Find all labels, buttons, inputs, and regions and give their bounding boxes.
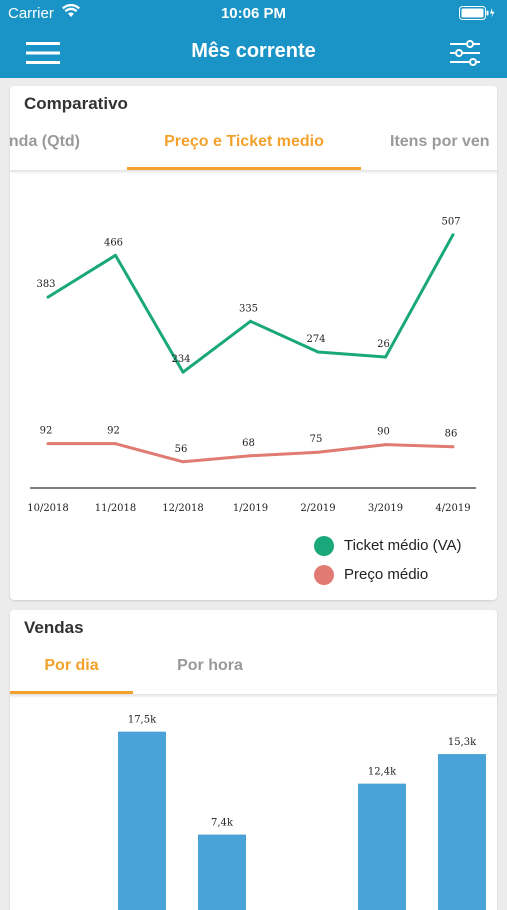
bar bbox=[118, 731, 166, 910]
tab-label: enda (Qtd) bbox=[10, 133, 80, 150]
filter-sliders-icon[interactable] bbox=[449, 37, 481, 69]
data-label: 75 bbox=[310, 434, 323, 445]
legend-label: Preço médio bbox=[344, 566, 429, 583]
data-point bbox=[384, 355, 387, 359]
data-point bbox=[249, 319, 252, 323]
comparativo-card: Comparativo enda (Qtd) Preço e Ticket me… bbox=[10, 86, 497, 600]
bar-value-label: 7,4k bbox=[211, 818, 234, 829]
bar-value-label: 12,4k bbox=[368, 767, 397, 778]
x-tick-label: 1/2019 bbox=[233, 503, 268, 514]
bar-value-label: 17,5k bbox=[128, 715, 157, 726]
x-tick-label: 4/2019 bbox=[435, 503, 470, 514]
comparativo-title: Comparativo bbox=[24, 94, 128, 113]
data-point bbox=[316, 450, 320, 454]
bar-chart: 17,5k 7,4k 12,4k 15,3k bbox=[118, 715, 486, 910]
tab-itens-por-venda[interactable]: Itens por ven bbox=[390, 122, 497, 170]
x-tick-label: 3/2019 bbox=[368, 503, 403, 514]
tab-por-dia[interactable]: Por dia bbox=[10, 646, 133, 694]
wifi-icon bbox=[62, 3, 80, 22]
tab-label: Por hora bbox=[177, 657, 243, 674]
data-label: 335 bbox=[239, 303, 258, 314]
nav-bar: Mês corrente bbox=[0, 28, 507, 78]
data-point bbox=[249, 454, 252, 458]
tabs-divider bbox=[10, 170, 497, 174]
data-label: 86 bbox=[445, 429, 458, 440]
x-tick-label: 10/2018 bbox=[27, 503, 69, 514]
legend-label: Ticket médio (VA) bbox=[344, 537, 462, 554]
data-label: 26 bbox=[377, 339, 390, 350]
data-point bbox=[384, 443, 387, 447]
status-bar: Carrier 10:06 PM bbox=[0, 0, 507, 28]
battery-icon bbox=[459, 6, 495, 24]
x-tick-label: 11/2018 bbox=[95, 503, 137, 514]
data-label: 90 bbox=[377, 427, 390, 438]
bar bbox=[358, 783, 406, 910]
data-point bbox=[181, 460, 185, 464]
data-label: 507 bbox=[441, 217, 460, 228]
vendas-tabs: Por dia Por hora bbox=[10, 646, 497, 694]
data-label: 383 bbox=[36, 279, 55, 290]
vendas-card: Vendas Por dia Por hora 17,5k 7,4k 12,4k 15… bbox=[10, 610, 497, 910]
data-point bbox=[114, 253, 117, 257]
bar bbox=[198, 834, 246, 910]
data-point bbox=[46, 295, 50, 299]
data-label: 56 bbox=[175, 444, 188, 455]
tab-label: Preço e Ticket medio bbox=[164, 133, 324, 150]
comparativo-tabs: enda (Qtd) Preço e Ticket medio Itens po… bbox=[10, 122, 497, 170]
active-tab-indicator bbox=[10, 691, 133, 694]
tab-label: Itens por ven bbox=[390, 133, 490, 150]
vendas-title: Vendas bbox=[24, 618, 84, 637]
legend-dot-red bbox=[314, 565, 334, 585]
line-chart: 10/2018 11/2018 12/2018 1/2019 2/2019 3/2019 4… bbox=[27, 217, 476, 514]
data-point bbox=[451, 445, 455, 449]
carrier-label: Carrier bbox=[8, 5, 54, 22]
data-point bbox=[46, 442, 50, 446]
data-label: 92 bbox=[40, 426, 53, 437]
data-point bbox=[114, 442, 117, 446]
data-label: 92 bbox=[107, 426, 120, 437]
bar bbox=[438, 754, 486, 910]
tab-label: Por dia bbox=[44, 657, 99, 674]
page-title: Mês corrente bbox=[191, 40, 316, 62]
data-label: 234 bbox=[171, 354, 190, 365]
data-label: 274 bbox=[306, 334, 325, 345]
legend-dot-green bbox=[314, 536, 334, 556]
x-tick-label: 12/2018 bbox=[162, 503, 204, 514]
data-point bbox=[451, 233, 455, 237]
hamburger-menu-icon[interactable] bbox=[26, 40, 60, 66]
tab-preco-ticket-medio[interactable]: Preço e Ticket medio bbox=[127, 122, 361, 170]
data-point bbox=[181, 370, 185, 374]
data-point bbox=[316, 350, 320, 354]
data-label: 466 bbox=[104, 237, 123, 248]
data-label: 68 bbox=[242, 438, 255, 449]
clock: 10:06 PM bbox=[220, 5, 287, 22]
bar-value-label: 15,3k bbox=[448, 737, 477, 748]
tabs-divider bbox=[10, 694, 497, 698]
x-tick-label: 2/2019 bbox=[300, 503, 335, 514]
tab-venda-qtd[interactable]: enda (Qtd) bbox=[10, 122, 116, 170]
tab-por-hora[interactable]: Por hora bbox=[150, 646, 270, 694]
active-tab-indicator bbox=[127, 167, 361, 170]
